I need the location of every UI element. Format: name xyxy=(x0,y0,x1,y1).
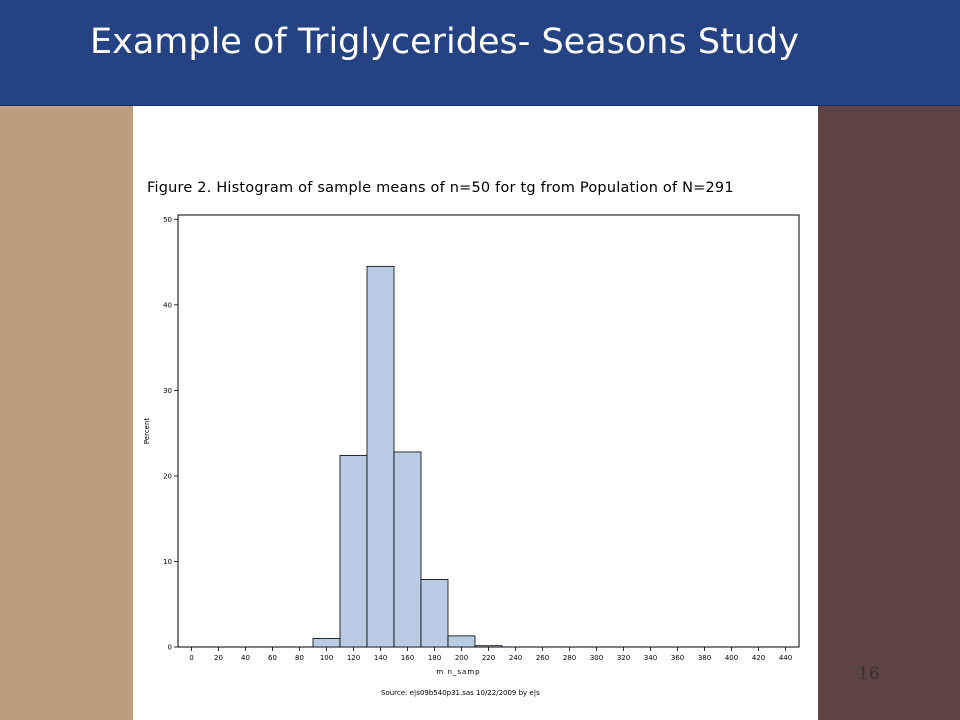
slide-title: Example of Triglycerides- Seasons Study xyxy=(90,22,799,62)
histogram-bar-100 xyxy=(312,638,341,648)
y-tick-label-0: 0 xyxy=(168,644,172,652)
x-tick-label-320: 320 xyxy=(617,654,630,662)
left-decorative-panel xyxy=(0,0,133,720)
histogram-bar-200 xyxy=(447,635,476,648)
x-tick-label-200: 200 xyxy=(455,654,468,662)
x-tick-label-260: 260 xyxy=(536,654,549,662)
x-tick-label-220: 220 xyxy=(482,654,495,662)
x-tick-label-40: 40 xyxy=(241,654,250,662)
x-tick-label-280: 280 xyxy=(563,654,576,662)
y-tick-label-20: 20 xyxy=(163,472,172,480)
y-tick-label-30: 30 xyxy=(163,387,172,395)
histogram-chart: 0 20 40 60 80 100 120 140 160 180 200 220 240 260 280 3… xyxy=(143,214,800,676)
x-tick-label-60: 60 xyxy=(268,654,277,662)
x-tick-label-360: 360 xyxy=(671,654,684,662)
figure-area: Figure 2. Histogram of sample means of n… xyxy=(133,105,818,720)
x-tick-label-380: 380 xyxy=(698,654,711,662)
x-tick-label-340: 340 xyxy=(644,654,657,662)
title-bar: Example of Triglycerides- Seasons Study xyxy=(0,0,960,106)
histogram-bar-180 xyxy=(420,579,449,648)
x-tick-label-100: 100 xyxy=(320,654,333,662)
histogram-bar-220 xyxy=(474,645,503,648)
y-tick-label-50: 50 xyxy=(163,216,172,224)
right-decorative-panel xyxy=(818,0,960,720)
x-tick-label-80: 80 xyxy=(295,654,304,662)
x-tick-label-440: 440 xyxy=(779,654,792,662)
slide-number: 16 xyxy=(858,664,880,684)
x-tick-label-240: 240 xyxy=(509,654,522,662)
chart-title: Figure 2. Histogram of sample means of n… xyxy=(147,180,734,196)
histogram-bar-160 xyxy=(393,451,422,648)
x-tick-label-160: 160 xyxy=(401,654,414,662)
x-tick-label-0: 0 xyxy=(189,654,193,662)
x-tick-label-140: 140 xyxy=(374,654,387,662)
x-tick-label-420: 420 xyxy=(752,654,765,662)
histogram-bar-120 xyxy=(339,454,368,648)
y-tick-label-40: 40 xyxy=(163,301,172,309)
x-tick-label-300: 300 xyxy=(590,654,603,662)
x-tick-label-400: 400 xyxy=(725,654,738,662)
x-tick-label-20: 20 xyxy=(214,654,223,662)
histogram-bar-140 xyxy=(366,265,395,648)
x-tick-label-120: 120 xyxy=(347,654,360,662)
y-axis-label: Percent xyxy=(143,418,151,445)
y-tick-label-10: 10 xyxy=(163,558,172,566)
chart-source-note: Source: e|s09b540p31.sas 10/22/2009 by e… xyxy=(381,689,540,697)
plot-frame xyxy=(177,214,800,648)
x-axis-label: m n_samp xyxy=(436,668,480,676)
x-tick-label-180: 180 xyxy=(428,654,441,662)
